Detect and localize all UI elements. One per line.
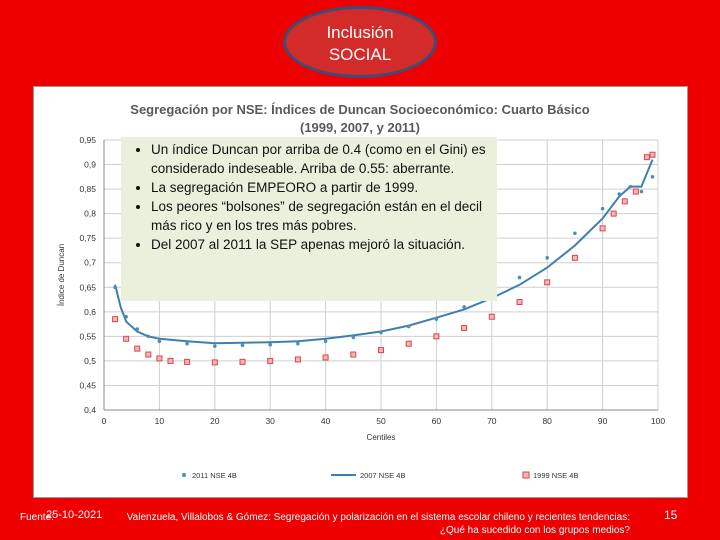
x-tick-label: 0 <box>102 416 107 426</box>
bullet-note-box: Un índice Duncan por arriba de 0.4 (como… <box>121 137 497 301</box>
source-line-1: Valenzuela, Villalobos & Gómez: Segregac… <box>126 512 630 523</box>
data-point-2011 <box>462 305 466 309</box>
data-point-1999 <box>239 358 246 365</box>
source-citation: Fuente: Valenzuela, Villalobos & Gómez: … <box>20 511 630 537</box>
data-point-1999 <box>643 154 650 161</box>
data-point-1999 <box>571 254 578 261</box>
data-point-2011 <box>573 231 577 236</box>
data-point-1999 <box>211 359 218 366</box>
data-point-1999 <box>267 357 274 364</box>
data-point-2011 <box>434 317 439 321</box>
data-point-1999 <box>123 335 130 342</box>
data-point-2011 <box>650 175 655 179</box>
x-tick-label: 50 <box>376 416 386 426</box>
y-axis-label: Índice de Duncan <box>57 244 66 306</box>
data-point-1999 <box>134 345 141 352</box>
legend-label-2011: 2011 NSE 4B <box>192 471 237 480</box>
chart-subtitle: (1999, 2007, y 2011) <box>300 120 420 135</box>
data-point-2011 <box>628 184 633 189</box>
y-tick-label: 0,9 <box>84 160 96 170</box>
data-point-1999 <box>544 279 551 286</box>
data-point-2011 <box>600 206 605 211</box>
bullet-item: La segregación EMPEORO a partir de 1999. <box>151 178 489 197</box>
data-point-2011 <box>545 256 549 260</box>
source-prefix: Fuente: <box>20 512 54 523</box>
y-tick-label: 0,6 <box>84 307 96 317</box>
x-tick-label: 40 <box>321 416 331 426</box>
source-line-2: ¿Qué ha sucedido con los grupos medios? <box>439 525 630 536</box>
series-line-2007 <box>114 159 654 345</box>
bullet-item: Los peores “bolsones” de segregación est… <box>151 197 489 235</box>
data-point-2011 <box>639 189 644 194</box>
x-tick-label: 60 <box>432 416 442 426</box>
legend-marker-2011 <box>182 473 186 477</box>
data-point-2011 <box>157 339 162 344</box>
data-point-1999 <box>184 358 191 365</box>
y-tick-label: 0,4 <box>84 405 96 415</box>
y-tick-label: 0,7 <box>84 258 96 268</box>
data-point-2011 <box>517 275 522 280</box>
x-tick-label: 90 <box>598 416 608 426</box>
data-point-1999 <box>405 340 412 347</box>
x-tick-label: 80 <box>542 416 552 426</box>
x-axis-label: Centiles <box>367 433 396 442</box>
data-point-2011 <box>406 324 411 329</box>
data-point-1999 <box>322 354 329 361</box>
bullet-list: Un índice Duncan por arriba de 0.4 (como… <box>129 140 489 254</box>
slide-date: 25-10-2021 <box>46 509 103 521</box>
data-point-2011 <box>113 285 117 290</box>
y-tick-label: 0,85 <box>79 184 96 194</box>
data-point-1999 <box>433 333 440 340</box>
x-tick-label: 10 <box>155 416 165 426</box>
y-tick-label: 0,55 <box>79 331 96 341</box>
data-point-2011 <box>213 344 217 348</box>
data-point-2011 <box>323 339 328 344</box>
legend-marker-1999 <box>522 471 530 479</box>
data-point-1999 <box>378 347 384 354</box>
badge-line-2: SOCIAL <box>328 45 392 64</box>
y-tick-label: 0,5 <box>84 356 96 366</box>
data-point-1999 <box>350 351 357 358</box>
y-tick-label: 0,65 <box>79 282 96 292</box>
legend-label-2007: 2007 NSE 4B <box>360 471 405 480</box>
bullet-item: Un índice Duncan por arriba de 0.4 (como… <box>151 140 489 178</box>
y-tick-label: 0,75 <box>79 233 96 243</box>
data-point-2011 <box>351 335 356 340</box>
data-point-2011 <box>185 341 189 346</box>
data-point-2011 <box>135 327 140 331</box>
data-point-1999 <box>112 316 119 323</box>
data-point-2011 <box>146 334 151 339</box>
x-tick-label: 70 <box>487 416 497 426</box>
x-tick-label: 30 <box>265 416 275 426</box>
data-point-1999 <box>621 198 628 205</box>
y-tick-label: 0,45 <box>79 380 96 390</box>
data-point-2011 <box>240 343 245 348</box>
section-badge: Inclusión SOCIAL <box>283 6 437 78</box>
data-point-2011 <box>617 192 622 196</box>
data-point-1999 <box>649 151 656 158</box>
y-tick-label: 0,95 <box>79 135 96 145</box>
chart-title: Segregación por NSE: Índices de Duncan S… <box>130 102 589 117</box>
data-point-1999 <box>610 210 617 217</box>
data-point-1999 <box>156 355 163 362</box>
x-tick-label: 100 <box>651 416 665 426</box>
data-point-2011 <box>124 314 128 319</box>
data-point-1999 <box>488 313 495 320</box>
data-point-1999 <box>461 325 468 332</box>
data-point-1999 <box>294 356 301 363</box>
y-tick-label: 0,8 <box>84 209 96 219</box>
data-point-1999 <box>516 299 523 305</box>
data-point-1999 <box>599 225 606 232</box>
page-number: 15 <box>664 508 678 522</box>
legend-label-1999: 1999 NSE 4B <box>533 471 578 480</box>
data-point-2011 <box>268 342 272 347</box>
bullet-item: Del 2007 al 2011 la SEP apenas mejoró la… <box>151 235 489 254</box>
data-point-2011 <box>296 341 300 346</box>
data-point-1999 <box>632 188 639 195</box>
data-point-1999 <box>145 351 152 358</box>
x-tick-label: 20 <box>210 416 220 426</box>
data-point-2011 <box>379 330 383 335</box>
badge-line-1: Inclusión <box>326 23 394 42</box>
data-point-1999 <box>167 357 174 364</box>
